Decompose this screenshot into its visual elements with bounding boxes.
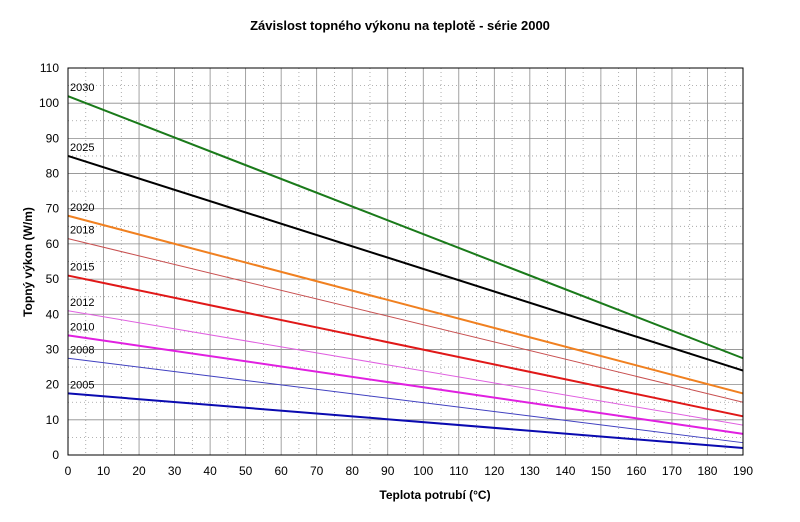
y-tick-label: 60 <box>46 237 60 251</box>
x-tick-label: 150 <box>591 464 611 478</box>
y-tick-label: 10 <box>46 413 60 427</box>
x-tick-label: 110 <box>449 464 468 478</box>
x-tick-label: 0 <box>65 464 72 478</box>
series-labels: 2030 2025 2020 2018 2015 2012 2010 2008 2005 <box>70 82 94 391</box>
x-tick-label: 10 <box>97 464 111 478</box>
plot-border <box>67 67 744 456</box>
y-tick-label: 80 <box>46 167 60 181</box>
y-tick-label: 20 <box>46 378 60 392</box>
x-tick-label: 30 <box>168 464 182 478</box>
plot-frame <box>67 67 744 456</box>
series-label-2030: 2030 <box>70 82 94 94</box>
series-label-2015: 2015 <box>70 262 94 274</box>
x-tick-label: 100 <box>413 464 433 478</box>
series-label-2018: 2018 <box>70 225 94 237</box>
y-tick-label: 100 <box>39 96 59 110</box>
x-tick-label: 160 <box>626 464 646 478</box>
x-tick-label: 50 <box>239 464 253 478</box>
y-tick-label: 70 <box>46 202 60 216</box>
x-tick-label: 90 <box>381 464 395 478</box>
series-label-2008: 2008 <box>70 344 94 356</box>
y-tick-label: 50 <box>46 272 60 286</box>
series-label-2020: 2020 <box>70 202 94 214</box>
x-tick-label: 70 <box>310 464 324 478</box>
series-label-2012: 2012 <box>70 297 94 309</box>
series-line-2025 <box>67 155 744 372</box>
x-tick-label: 130 <box>520 464 540 478</box>
series-line-2020 <box>67 214 744 395</box>
chart-title: Závislost topného výkonu na teplotě - sé… <box>250 18 550 33</box>
series-label-2010: 2010 <box>70 321 94 333</box>
x-tick-label: 40 <box>203 464 217 478</box>
y-tick-label: 0 <box>52 448 59 462</box>
series-line-2015 <box>67 274 744 418</box>
series-line-2005 <box>67 392 744 449</box>
series-label-2025: 2025 <box>70 142 94 154</box>
x-tick-label: 140 <box>555 464 575 478</box>
x-tick-label: 80 <box>346 464 360 478</box>
x-tick-label: 180 <box>697 464 717 478</box>
grid <box>67 67 744 456</box>
y-tick-label: 110 <box>40 61 59 75</box>
series-line-2018 <box>67 238 744 403</box>
x-tick-label: 120 <box>484 464 504 478</box>
x-tick-label: 170 <box>662 464 682 478</box>
y-tick-label: 90 <box>46 131 60 145</box>
series-lines <box>67 95 744 449</box>
series-line-2012 <box>67 310 744 426</box>
series-line-2030 <box>67 95 744 360</box>
series-line-2010 <box>67 334 744 435</box>
y-tick-label: 30 <box>46 342 60 356</box>
x-tick-label: 190 <box>733 464 753 478</box>
x-axis-label: Teplota potrubí (°C) <box>379 488 491 502</box>
tick-labels: 0 10 20 30 40 50 60 70 80 90 100 110 120 130 140 150 160… <box>39 61 753 478</box>
x-tick-label: 20 <box>132 464 146 478</box>
series-line-2008 <box>67 357 744 444</box>
series-label-2005: 2005 <box>70 379 94 391</box>
x-tick-label: 60 <box>274 464 288 478</box>
y-tick-label: 40 <box>46 307 60 321</box>
